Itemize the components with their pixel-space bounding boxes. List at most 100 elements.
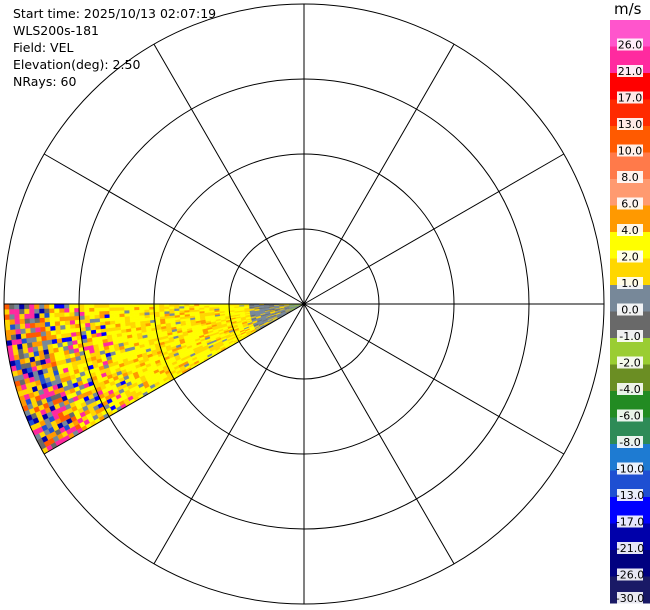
colorbar-tick-bg: [617, 356, 643, 369]
velocity-gate: [41, 339, 48, 346]
velocity-gate: [50, 334, 57, 340]
velocity-gate: [53, 308, 60, 313]
colorbar: 26.0 21.0 17.0 13.0 10.0 8.0 6.0 4.0 2.0 1.0 0.0 -1…: [610, 20, 650, 604]
velocity-gate: [124, 315, 130, 320]
azimuth-line: [153, 303, 305, 565]
velocity-gate: [59, 320, 66, 326]
velocity-gate: [198, 305, 205, 308]
colorbar-tick-bg: [617, 489, 643, 501]
velocity-gate: [28, 313, 35, 319]
velocity-gate: [88, 303, 95, 308]
velocity-gate: [54, 316, 60, 322]
velocity-gate: [14, 318, 20, 325]
azimuth-line: [43, 303, 305, 455]
velocity-gate: [35, 331, 42, 338]
colorbar-tick-label: -13.0: [616, 489, 644, 502]
velocity-gate: [138, 309, 145, 313]
velocity-gate: [94, 314, 100, 319]
scan-info: Start time: 2025/10/13 02:07:19 WLS200s-…: [13, 5, 216, 90]
colorbar-tick-label: 26.0: [618, 39, 643, 52]
velocity-gate: [30, 336, 37, 343]
velocity-gate: [43, 303, 50, 309]
velocity-gate: [8, 303, 15, 310]
azimuth-line: [303, 153, 565, 305]
velocity-gate: [43, 312, 50, 318]
velocity-gate: [11, 344, 18, 351]
velocity-gate: [89, 314, 95, 320]
velocity-gate: [23, 303, 30, 310]
colorbar-tick-bg: [617, 330, 643, 342]
velocity-gate: [168, 306, 175, 309]
velocity-gate: [55, 333, 62, 340]
colorbar-tick-label: -4.0: [619, 383, 640, 396]
colorbar-tick-bg: [617, 144, 643, 157]
velocity-gate: [58, 307, 65, 313]
velocity-gate: [53, 312, 60, 318]
velocity-gate: [28, 308, 35, 314]
velocity-gate: [3, 314, 10, 320]
velocity-gate: [119, 316, 125, 321]
velocity-gate: [119, 313, 125, 318]
velocity-gate: [68, 307, 75, 313]
velocity-gate: [35, 336, 42, 342]
velocity-gate: [98, 303, 105, 308]
velocity-gate: [59, 324, 66, 330]
velocity-gate: [133, 306, 140, 311]
velocity-gate: [88, 307, 95, 312]
velocity-gate: [89, 325, 96, 331]
velocity-gate: [118, 306, 125, 311]
velocity-gate: [143, 306, 150, 310]
velocity-gate: [18, 303, 25, 310]
velocity-gate: [109, 313, 115, 318]
velocity-gate: [45, 334, 52, 341]
velocity-gate: [98, 310, 105, 315]
velocity-gate: [49, 325, 56, 331]
colorbar-tick-bg: [617, 515, 643, 528]
velocity-gate: [153, 311, 160, 315]
velocity-gate: [148, 311, 155, 316]
colorbar-tick-label: 4.0: [621, 224, 639, 237]
velocity-gate: [33, 303, 40, 309]
velocity-gate: [19, 318, 25, 325]
velocity-gate: [63, 311, 70, 317]
velocity-gate: [78, 311, 85, 316]
velocity-gate: [99, 314, 105, 319]
velocity-gate: [88, 311, 95, 316]
colorbar-tick-bg: [617, 568, 643, 581]
velocity-gate: [55, 329, 62, 335]
velocity-gate: [74, 315, 80, 321]
velocity-gate: [123, 306, 130, 311]
colorbar-tick-label: 1.0: [621, 277, 639, 290]
start-time-text: Start time: 2025/10/13 02:07:19: [13, 6, 217, 21]
colorbar-tick-bg: [617, 118, 643, 130]
colorbar-units: m/s: [614, 0, 642, 18]
colorbar-tick-bg: [617, 38, 643, 51]
velocity-gate: [89, 322, 96, 327]
velocity-gate: [44, 317, 50, 323]
velocity-gate: [138, 306, 145, 310]
colorbar-tick-bg: [617, 462, 643, 475]
colorbar-tick-label: 6.0: [621, 198, 639, 211]
velocity-gate: [104, 313, 110, 319]
velocity-gate: [143, 309, 150, 313]
colorbar-tick-label: 10.0: [618, 145, 643, 158]
colorbar-tick-bg: [617, 542, 643, 554]
velocity-gate: [39, 317, 45, 323]
velocity-gate: [23, 313, 30, 319]
velocity-gate: [38, 303, 45, 309]
velocity-gate: [79, 319, 86, 324]
colorbar-tick-bg: [617, 91, 643, 104]
velocity-gate: [79, 315, 85, 320]
velocity-gate: [83, 303, 90, 309]
velocity-sector: [3, 303, 305, 455]
velocity-gate: [128, 309, 135, 314]
colorbar-tick-label: 17.0: [618, 92, 643, 105]
velocity-gate: [34, 322, 41, 328]
velocity-gate: [73, 303, 80, 309]
velocity-gate: [34, 317, 40, 324]
velocity-gate: [178, 307, 185, 311]
velocity-gate: [45, 330, 52, 336]
velocity-gate: [40, 335, 47, 342]
colorbar-tick-label: -21.0: [616, 542, 644, 555]
velocity-gate: [84, 318, 91, 324]
